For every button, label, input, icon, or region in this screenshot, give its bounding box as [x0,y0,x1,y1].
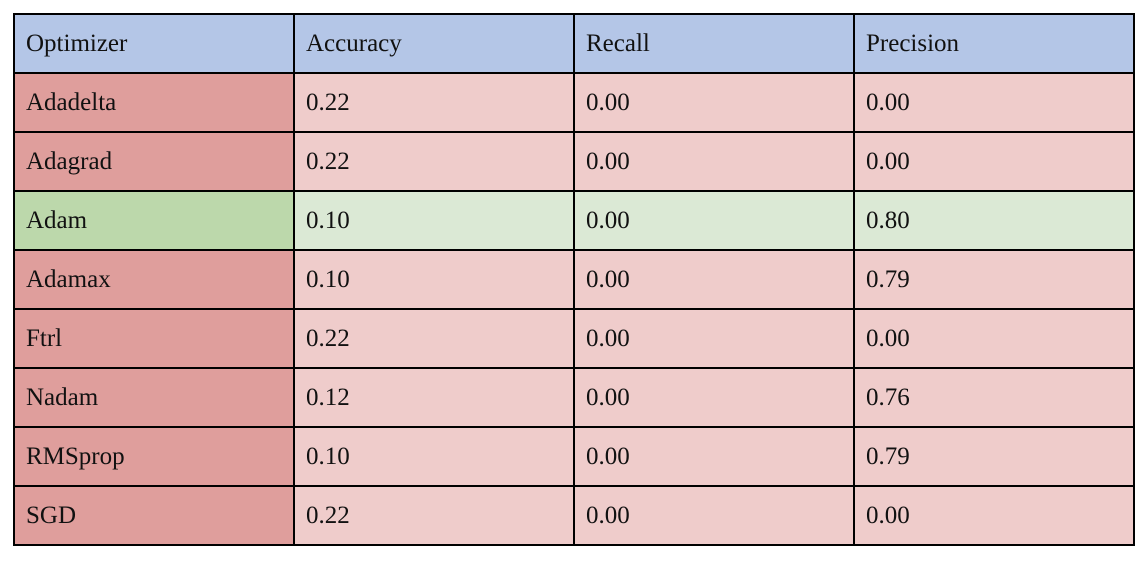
table-row: Adadelta 0.22 0.00 0.00 [13,72,1135,133]
optimizer-cell: Adadelta [13,72,295,133]
recall-cell: 0.00 [573,249,855,310]
precision-cell: 0.76 [853,367,1135,428]
precision-cell: 0.00 [853,485,1135,546]
accuracy-cell: 0.22 [293,308,575,369]
optimizer-cell: Ftrl [13,308,295,369]
precision-cell: 0.79 [853,249,1135,310]
optimizer-cell: SGD [13,485,295,546]
optimizer-results-table: Optimizer Accuracy Recall Precision Adad… [13,13,1135,546]
optimizer-cell: Nadam [13,367,295,428]
header-recall: Recall [573,13,855,74]
recall-cell: 0.00 [573,426,855,487]
table-row: Nadam 0.12 0.00 0.76 [13,367,1135,428]
table-row: SGD 0.22 0.00 0.00 [13,485,1135,546]
header-optimizer: Optimizer [13,13,295,74]
header-precision: Precision [853,13,1135,74]
optimizer-cell: Adamax [13,249,295,310]
table-row: Adamax 0.10 0.00 0.79 [13,249,1135,310]
accuracy-cell: 0.22 [293,131,575,192]
recall-cell: 0.00 [573,190,855,251]
accuracy-cell: 0.10 [293,190,575,251]
table-row: Adagrad 0.22 0.00 0.00 [13,131,1135,192]
optimizer-cell: RMSprop [13,426,295,487]
table-row: RMSprop 0.10 0.00 0.79 [13,426,1135,487]
precision-cell: 0.00 [853,131,1135,192]
recall-cell: 0.00 [573,72,855,133]
precision-cell: 0.00 [853,308,1135,369]
recall-cell: 0.00 [573,367,855,428]
accuracy-cell: 0.12 [293,367,575,428]
table-row: Ftrl 0.22 0.00 0.00 [13,308,1135,369]
header-row: Optimizer Accuracy Recall Precision [13,13,1135,74]
recall-cell: 0.00 [573,485,855,546]
accuracy-cell: 0.22 [293,72,575,133]
table-row: Adam 0.10 0.00 0.80 [13,190,1135,251]
precision-cell: 0.79 [853,426,1135,487]
accuracy-cell: 0.10 [293,426,575,487]
accuracy-cell: 0.10 [293,249,575,310]
precision-cell: 0.80 [853,190,1135,251]
recall-cell: 0.00 [573,308,855,369]
header-accuracy: Accuracy [293,13,575,74]
optimizer-cell: Adagrad [13,131,295,192]
optimizer-cell: Adam [13,190,295,251]
precision-cell: 0.00 [853,72,1135,133]
accuracy-cell: 0.22 [293,485,575,546]
recall-cell: 0.00 [573,131,855,192]
